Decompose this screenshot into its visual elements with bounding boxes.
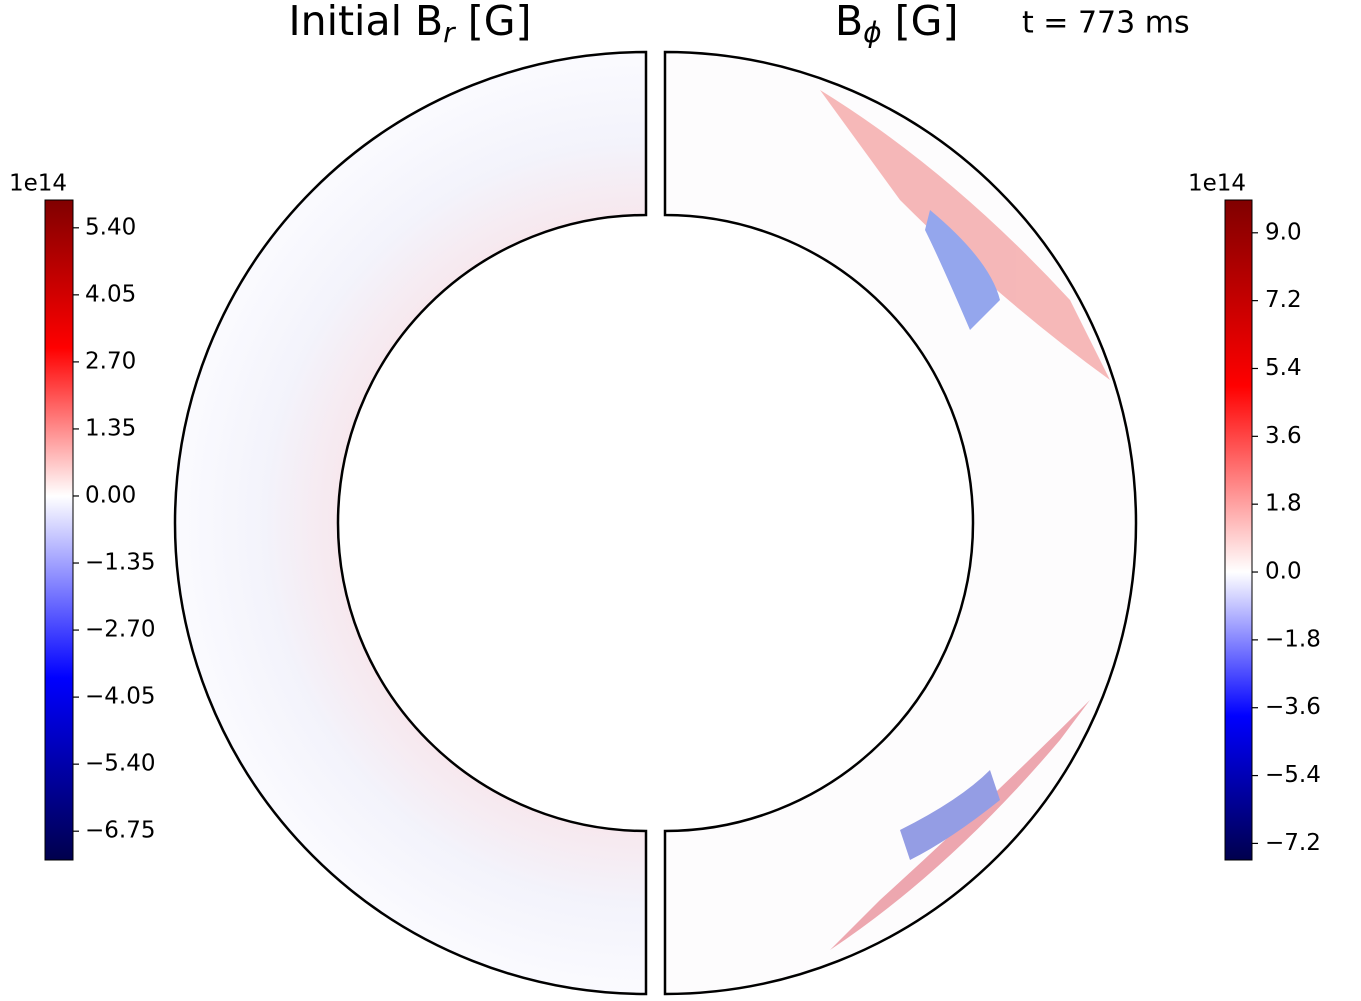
tick-label: 5.4 xyxy=(1265,355,1302,381)
left-field xyxy=(173,50,648,996)
tick-label: 7.2 xyxy=(1265,287,1302,313)
title-sub: r xyxy=(443,16,456,49)
tick-label: −3.6 xyxy=(1265,694,1321,720)
title-main: B xyxy=(835,0,863,45)
tick-label: 0.00 xyxy=(85,482,136,508)
tick-label: −5.40 xyxy=(85,751,155,777)
offset-label: 1e14 xyxy=(1188,171,1246,197)
tick-label: 3.6 xyxy=(1265,423,1302,449)
tick-label: 2.70 xyxy=(85,348,136,374)
right-title: Bϕ [G] t = 773 ms xyxy=(835,0,1190,49)
tick-label: −6.75 xyxy=(85,818,155,844)
tick-label: 4.05 xyxy=(85,281,136,307)
tick-label: −1.8 xyxy=(1265,626,1321,652)
title-unit: [G] xyxy=(895,0,959,45)
title: Bϕ [G] xyxy=(835,0,958,49)
offset-label: 1e14 xyxy=(9,171,67,197)
tick-label: −7.2 xyxy=(1265,830,1321,856)
colorbar xyxy=(1224,199,1253,861)
tick-label: −2.70 xyxy=(85,617,155,643)
colorbar xyxy=(44,199,74,861)
tick-label: 1.8 xyxy=(1265,491,1302,517)
title-unit: [G] xyxy=(468,0,532,45)
turbulence xyxy=(820,90,1110,950)
annotation: t = 773 ms xyxy=(1022,6,1190,41)
tick-label: 9.0 xyxy=(1265,219,1302,245)
tick-label: −5.4 xyxy=(1265,762,1321,788)
title-sub: ϕ xyxy=(863,16,881,49)
tick-label: 0.0 xyxy=(1265,559,1302,585)
tick-label: −1.35 xyxy=(85,550,155,576)
tick-label: 5.40 xyxy=(85,214,136,240)
left-title: Initial Br [G] xyxy=(289,0,532,49)
tick-label: −4.05 xyxy=(85,684,155,710)
title-main: Initial B xyxy=(289,0,444,45)
title: Initial Br [G] xyxy=(289,0,532,49)
tick-label: 1.35 xyxy=(85,415,136,441)
